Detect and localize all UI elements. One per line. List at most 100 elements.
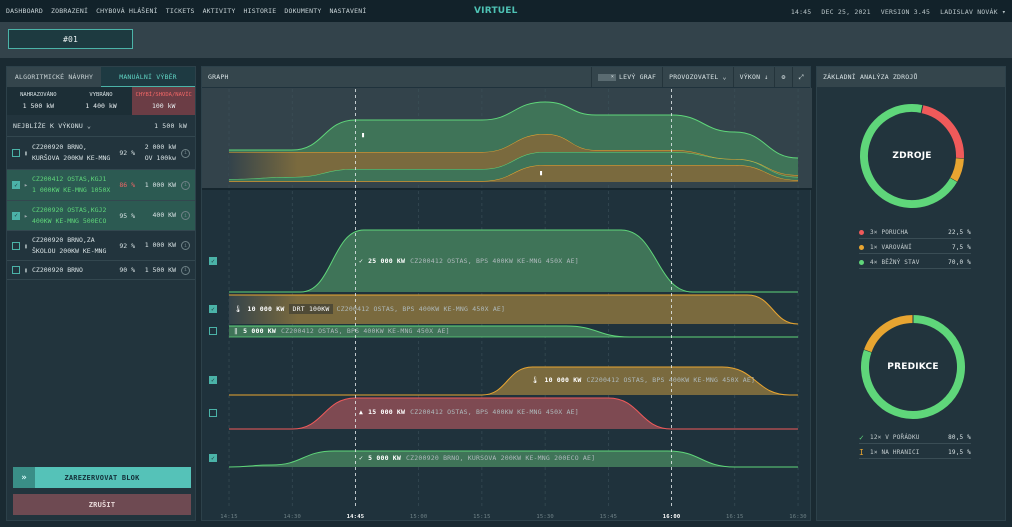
lane-desc: CZ200412 OSTAS, BPS 400KW KE-MNG 450X AE… [586, 376, 756, 384]
donut-segment [860, 104, 958, 208]
nav-dokumenty[interactable]: DOKUMENTY [284, 7, 322, 15]
time-tick: 14:30 [283, 514, 301, 520]
lane-desc: CZ200412 OSTAS, BPS 400KW KE-MNG 450X AE… [281, 327, 450, 335]
source-row[interactable]: ▮ CZ200920 BRNO, KURŠOVA 200KW KE-MNG 92 … [7, 137, 195, 170]
overview-area [229, 152, 799, 181]
lane-label[interactable]: 🌡︎ 10 000 KW CZ200412 OSTAS, BPS 400KW KE-… [531, 376, 755, 384]
lane-label[interactable]: ‖ 5 000 KW CZ200412 OSTAS, BPS 400KW KE-MN… [234, 327, 450, 335]
sort-dropdown[interactable]: NEJBLÍŽE K VÝKONU ⌄ [13, 121, 92, 130]
top-nav: DASHBOARD ZOBRAZENÍ CHYBOVÁ HLÁŠENÍ TICK… [0, 0, 1012, 22]
source-power: 400 KW [152, 211, 176, 219]
info-icon[interactable]: i [181, 241, 190, 250]
overview-line [228, 101, 799, 159]
time-tick: 15:00 [409, 514, 428, 520]
analysis-title: ZÁKLADNÍ ANALÝZA ZDROJŮ [817, 67, 1005, 87]
boundary-icon: I [859, 447, 865, 457]
source-row[interactable]: ✓ ▸ CZ200920 OSTAS,KGJ2 400KW KE-MNG 500E… [7, 201, 195, 231]
source-percent: 92 % [119, 241, 135, 250]
info-icon[interactable]: i [181, 211, 190, 220]
source-power: 1 000 KW [144, 241, 176, 249]
lane-checkbox[interactable]: ✓ [209, 454, 217, 462]
play-icon: ▸ [24, 211, 28, 220]
row-checkbox[interactable] [12, 241, 20, 250]
block-selector[interactable]: #01 [8, 29, 133, 49]
time-tick: 15:45 [599, 514, 618, 520]
operator-dropdown[interactable]: PROVOZOVATEL ⌄ [662, 67, 733, 87]
lane-label[interactable]: 🌡︎ 10 000 KW DRT 100KW CZ200412 OSTAS, BPS … [234, 304, 505, 314]
version: VERSION 3.45 [880, 8, 931, 16]
lane-checkbox[interactable]: ✓ [209, 376, 217, 384]
lane-checkbox[interactable]: ✓ [209, 305, 217, 313]
info-icon[interactable]: i [181, 180, 190, 190]
lane-label[interactable]: ▲ 15 000 KW CZ200412 OSTAS, BPS 400KW KE-M… [359, 408, 579, 416]
toggle-switch-icon: × [598, 73, 617, 81]
row-checkbox[interactable] [12, 266, 20, 274]
brand-logo: VIRTUEL [474, 6, 518, 16]
lane-power: 5 000 KW [243, 327, 277, 335]
nav-nastaveni[interactable]: NASTAVENÍ [329, 7, 367, 15]
source-power: 2 000 kW OV 100kw [144, 143, 176, 162]
nav-zobrazeni[interactable]: ZOBRAZENÍ [51, 7, 89, 15]
row-checkbox[interactable] [12, 149, 20, 157]
source-name: CZ200920 BRNO [32, 265, 83, 274]
lane-checkbox[interactable]: ✓ [209, 257, 217, 265]
info-icon[interactable]: i [181, 265, 190, 275]
left-graph-toggle[interactable]: × LEVÝ GRAF [591, 67, 662, 87]
graph-panel: GRAPH × LEVÝ GRAF PROVOZOVATEL ⌄ VÝKON ↓ … [201, 66, 812, 521]
source-name: CZ200412 OSTAS,KGJ1 1 000KW KE-MNG 1050X [32, 175, 111, 194]
lane-line [228, 229, 799, 293]
lane-desc: CZ200920 BRNO, KURSOVA 200KW KE-MNG 200E… [406, 454, 596, 462]
lane-checkbox[interactable] [209, 409, 217, 417]
thermometer-icon: 🌡︎ [531, 376, 540, 384]
power-sort-button[interactable]: VÝKON ↓ [732, 67, 775, 87]
source-percent: 86 % [119, 181, 135, 189]
clock: 14:45 [790, 8, 812, 16]
legend-item: ✓ 12× V POŘÁDKU 80,5 % [859, 431, 971, 444]
reserve-block-button[interactable]: » ZAREZERVOVAT BLOK [13, 467, 191, 488]
source-name: CZ200920 BRNO, KURŠOVA 200KW KE-MNG [32, 143, 111, 162]
reserve-label: ZAREZERVOVAT BLOK [64, 473, 140, 482]
row-checkbox[interactable]: ✓ [12, 211, 20, 220]
legend-percent: 19,5 % [948, 448, 971, 456]
lane-checkbox[interactable] [209, 327, 217, 335]
lane-label[interactable]: ✓ 5 000 KW CZ200920 BRNO, KURSOVA 200KW KE… [359, 454, 595, 462]
pause-icon: ‖ [234, 327, 239, 335]
warning-icon: ▲ [359, 408, 364, 416]
tab-manualni-vyber[interactable]: MANUÁLNÍ VÝBĚR [101, 67, 195, 87]
time-tick: 15:15 [473, 514, 491, 520]
expand-icon[interactable]: ⤢ [791, 67, 810, 87]
overview-area [229, 134, 799, 179]
tab-algoritmicke-navrhy[interactable]: ALGORITMICKÉ NÁVRHY [7, 67, 101, 87]
info-icon[interactable]: i [181, 148, 190, 158]
source-name: CZ200920 BRNO,ZA ŠKOLOU 200KW KE-MNG [32, 235, 107, 255]
legend-item: 3× PORUCHA 22,5 % [859, 226, 971, 239]
nav-aktivity[interactable]: AKTIVITY [202, 7, 236, 15]
legend-percent: 80,5 % [948, 433, 971, 441]
nav-historie[interactable]: HISTORIE [243, 7, 277, 15]
analysis-panel: ZÁKLADNÍ ANALÝZA ZDROJŮ ZDROJE PREDIKCE … [816, 66, 1006, 521]
cancel-button[interactable]: ZRUŠIT [13, 494, 191, 515]
nav-dashboard[interactable]: DASHBOARD [6, 7, 44, 15]
source-row[interactable]: ✓ ▸ CZ200412 OSTAS,KGJ1 1 000KW KE-MNG 10… [7, 170, 195, 201]
thermometer-icon: ▮ [539, 169, 543, 177]
lane-line [228, 450, 799, 468]
row-checkbox[interactable]: ✓ [12, 181, 20, 189]
check-icon: ✓ [359, 257, 364, 265]
summary-value: 1 400 kW [85, 102, 117, 110]
legend-percent: 70,0 % [948, 258, 971, 266]
lane-area [229, 367, 799, 395]
user-menu[interactable]: LADISLAV NOVÁK ▾ [940, 8, 1006, 16]
thermometer-icon: ▮ [24, 241, 28, 250]
source-row[interactable]: ▮ CZ200920 BRNO,ZA ŠKOLOU 200KW KE-MNG 92… [7, 231, 195, 261]
lane-label[interactable]: ✓ 25 000 KW CZ200412 OSTAS, BPS 400KW KE-M… [359, 257, 579, 265]
legend-percent: 22,5 % [948, 228, 971, 236]
nav-tickets[interactable]: TICKETS [165, 7, 195, 15]
nav-chybova-hlaseni[interactable]: CHYBOVÁ HLÁŠENÍ [96, 7, 158, 15]
status-dot-icon [859, 244, 864, 250]
source-row[interactable]: ▮ CZ200920 BRNO 90 % 1 500 KW i [7, 261, 195, 280]
settings-gear-icon[interactable]: ⚙ [774, 67, 791, 87]
lane-line [229, 397, 799, 430]
prediction-donut-label: PREDIKCE [887, 362, 939, 372]
lane-area [229, 326, 799, 337]
toolbar [0, 22, 1012, 58]
